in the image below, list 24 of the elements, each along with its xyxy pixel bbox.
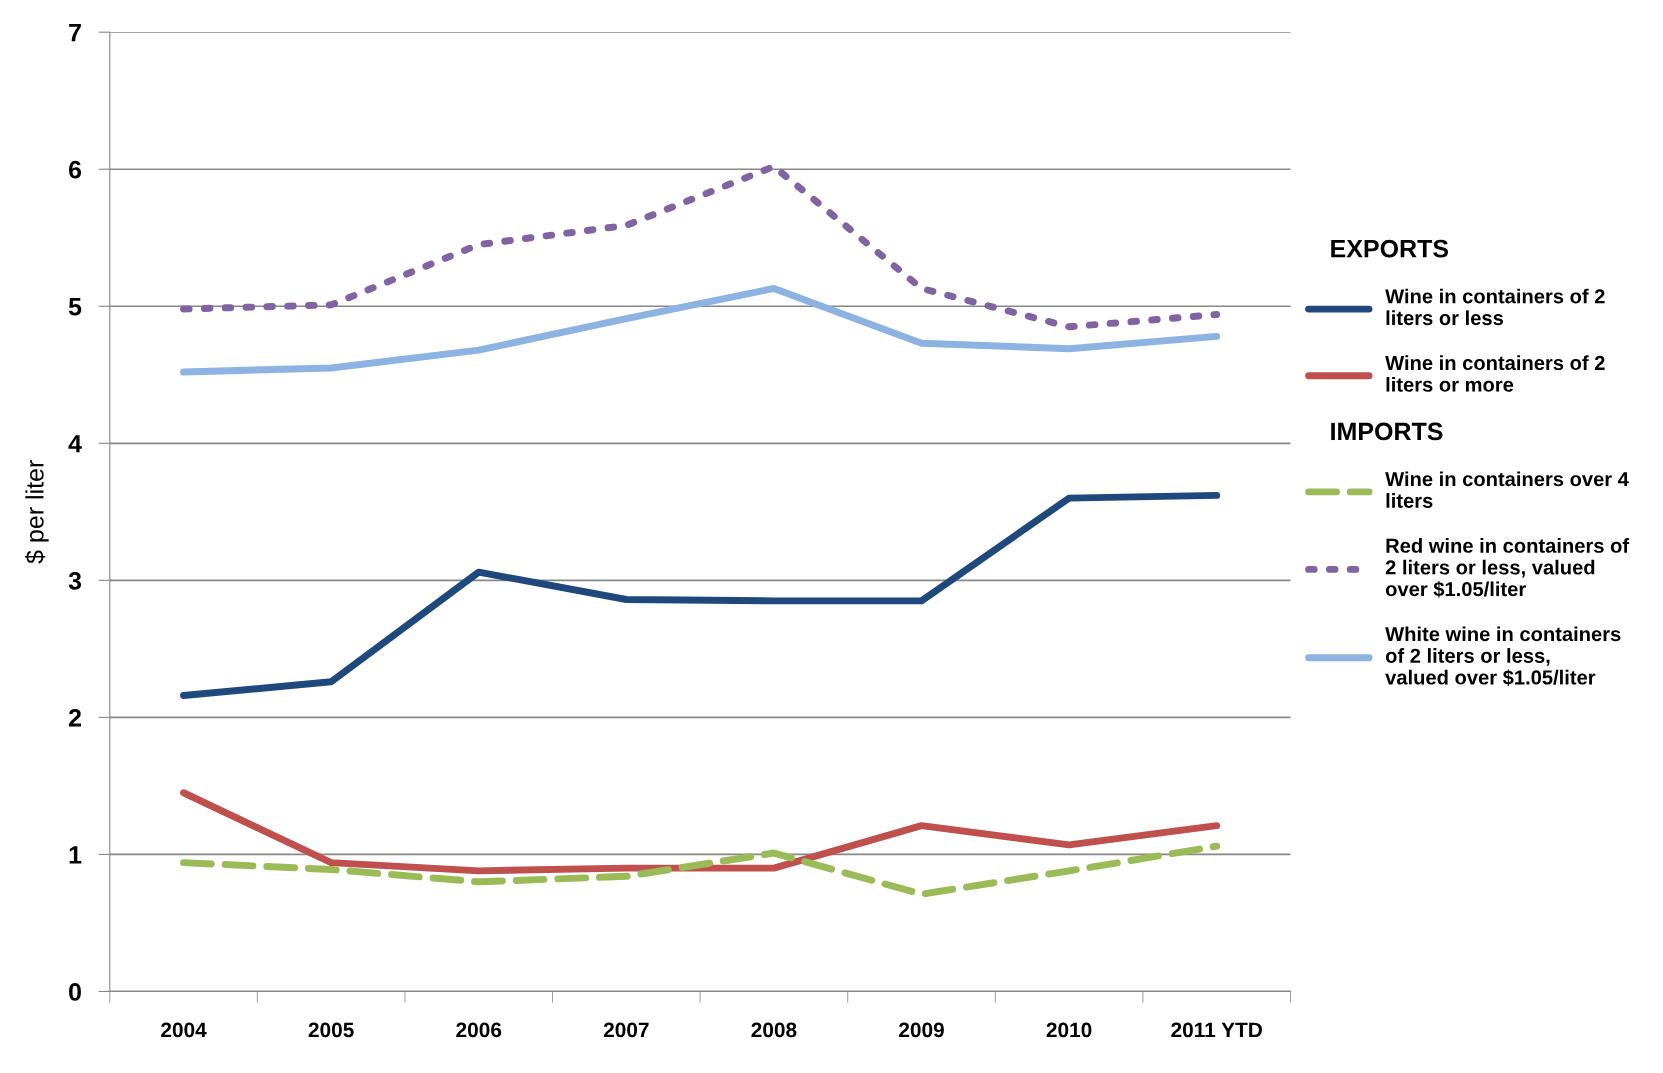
- y-axis-title: $ per liter: [24, 460, 49, 564]
- x-tick-label: 2008: [751, 1022, 797, 1038]
- x-tick-label: 2011 YTD: [1171, 1022, 1262, 1038]
- y-tick-label: 2: [68, 708, 81, 727]
- text: EXPORTS: [1331, 239, 1449, 258]
- legend-label: Wine in containers of 2 liters or less: [1385, 288, 1605, 326]
- y-tick-label: 0: [69, 983, 81, 1001]
- y-tick-label: 5: [68, 298, 82, 316]
- x-tick-label: 2005: [308, 1022, 354, 1038]
- y-tick-label: 7: [69, 24, 81, 42]
- y-tick-label: 3: [68, 571, 82, 590]
- x-tick-label: 2004: [161, 1022, 207, 1038]
- y-tick-label: 1: [69, 846, 82, 864]
- x-tick-label: 2009: [899, 1022, 944, 1038]
- x-tick-label: 2006: [456, 1022, 502, 1038]
- legend-label: Red wine in containers of 2 liters or less, valued over $1.05/liter: [1385, 538, 1630, 598]
- text: IMPORTS: [1331, 422, 1443, 441]
- legend-label: Wine in containers of 2 liters or more: [1385, 355, 1605, 392]
- legend-label: White wine in containers of 2 liters or less, valued over $1.05/liter: [1385, 626, 1621, 686]
- x-tick-label: 2010: [1046, 1022, 1092, 1038]
- legend-label: Wine in containers over 4 liters: [1385, 471, 1629, 508]
- y-tick-label: 4: [68, 435, 82, 453]
- x-tick-label: 2007: [603, 1022, 649, 1038]
- y-tick-label: 6: [68, 160, 82, 179]
